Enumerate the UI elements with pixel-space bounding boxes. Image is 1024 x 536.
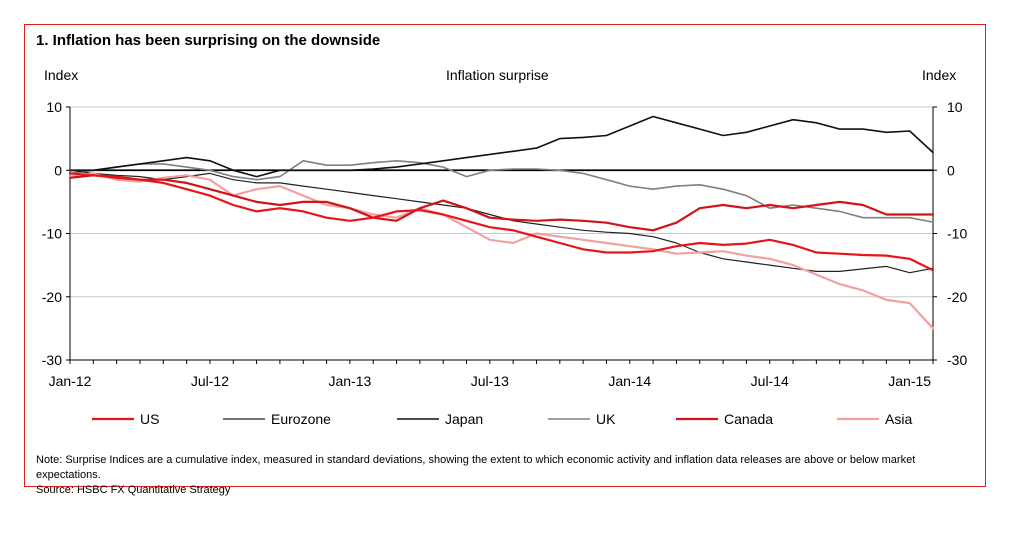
note-text: Note: Surprise Indices are a cumulative … xyxy=(36,454,916,481)
series-line-japan xyxy=(69,115,934,178)
y-tick-label-right: -20 xyxy=(947,289,967,305)
legend-label-japan: Japan xyxy=(445,411,483,427)
y-tick-label-left: -10 xyxy=(42,226,62,242)
chart-subtitle: Inflation surprise xyxy=(446,67,549,83)
legend-label-us: US xyxy=(140,411,159,427)
y-axis-label-left: Index xyxy=(44,67,79,83)
y-tick-label-right: 0 xyxy=(947,162,955,178)
y-tick-label-right: 10 xyxy=(947,99,963,115)
y-tick-label-right: -10 xyxy=(947,226,967,242)
chart-frame xyxy=(24,24,986,487)
y-tick-label-right: -30 xyxy=(947,352,967,368)
x-tick-label: Jan-14 xyxy=(608,373,651,389)
x-tick-label: Jul-12 xyxy=(191,373,229,389)
series-line-uk xyxy=(69,160,934,223)
series-line-canada xyxy=(68,174,935,232)
x-tick-label: Jan-12 xyxy=(49,373,92,389)
x-tick-label: Jul-13 xyxy=(471,373,509,389)
y-tick-label-left: 0 xyxy=(54,162,62,178)
series-line-asia xyxy=(68,172,935,330)
x-tick-label: Jan-13 xyxy=(328,373,371,389)
chart-note: Note: Surprise Indices are a cumulative … xyxy=(36,453,976,498)
y-axis-label-right: Index xyxy=(922,67,957,83)
chart-title: 1. Inflation has been surprising on the … xyxy=(36,32,381,49)
y-tick-label-left: -20 xyxy=(42,289,62,305)
source-text: Source: HSBC FX Quantitative Strategy xyxy=(36,484,231,496)
x-tick-label: Jan-15 xyxy=(888,373,931,389)
legend-label-eurozone: Eurozone xyxy=(271,411,331,427)
y-tick-label-left: -30 xyxy=(42,352,62,368)
legend-label-asia: Asia xyxy=(885,411,912,427)
legend-label-uk: UK xyxy=(596,411,616,427)
series-line-us xyxy=(68,172,935,272)
y-tick-label-left: 10 xyxy=(46,99,62,115)
x-tick-label: Jul-14 xyxy=(751,373,789,389)
legend-label-canada: Canada xyxy=(724,411,773,427)
